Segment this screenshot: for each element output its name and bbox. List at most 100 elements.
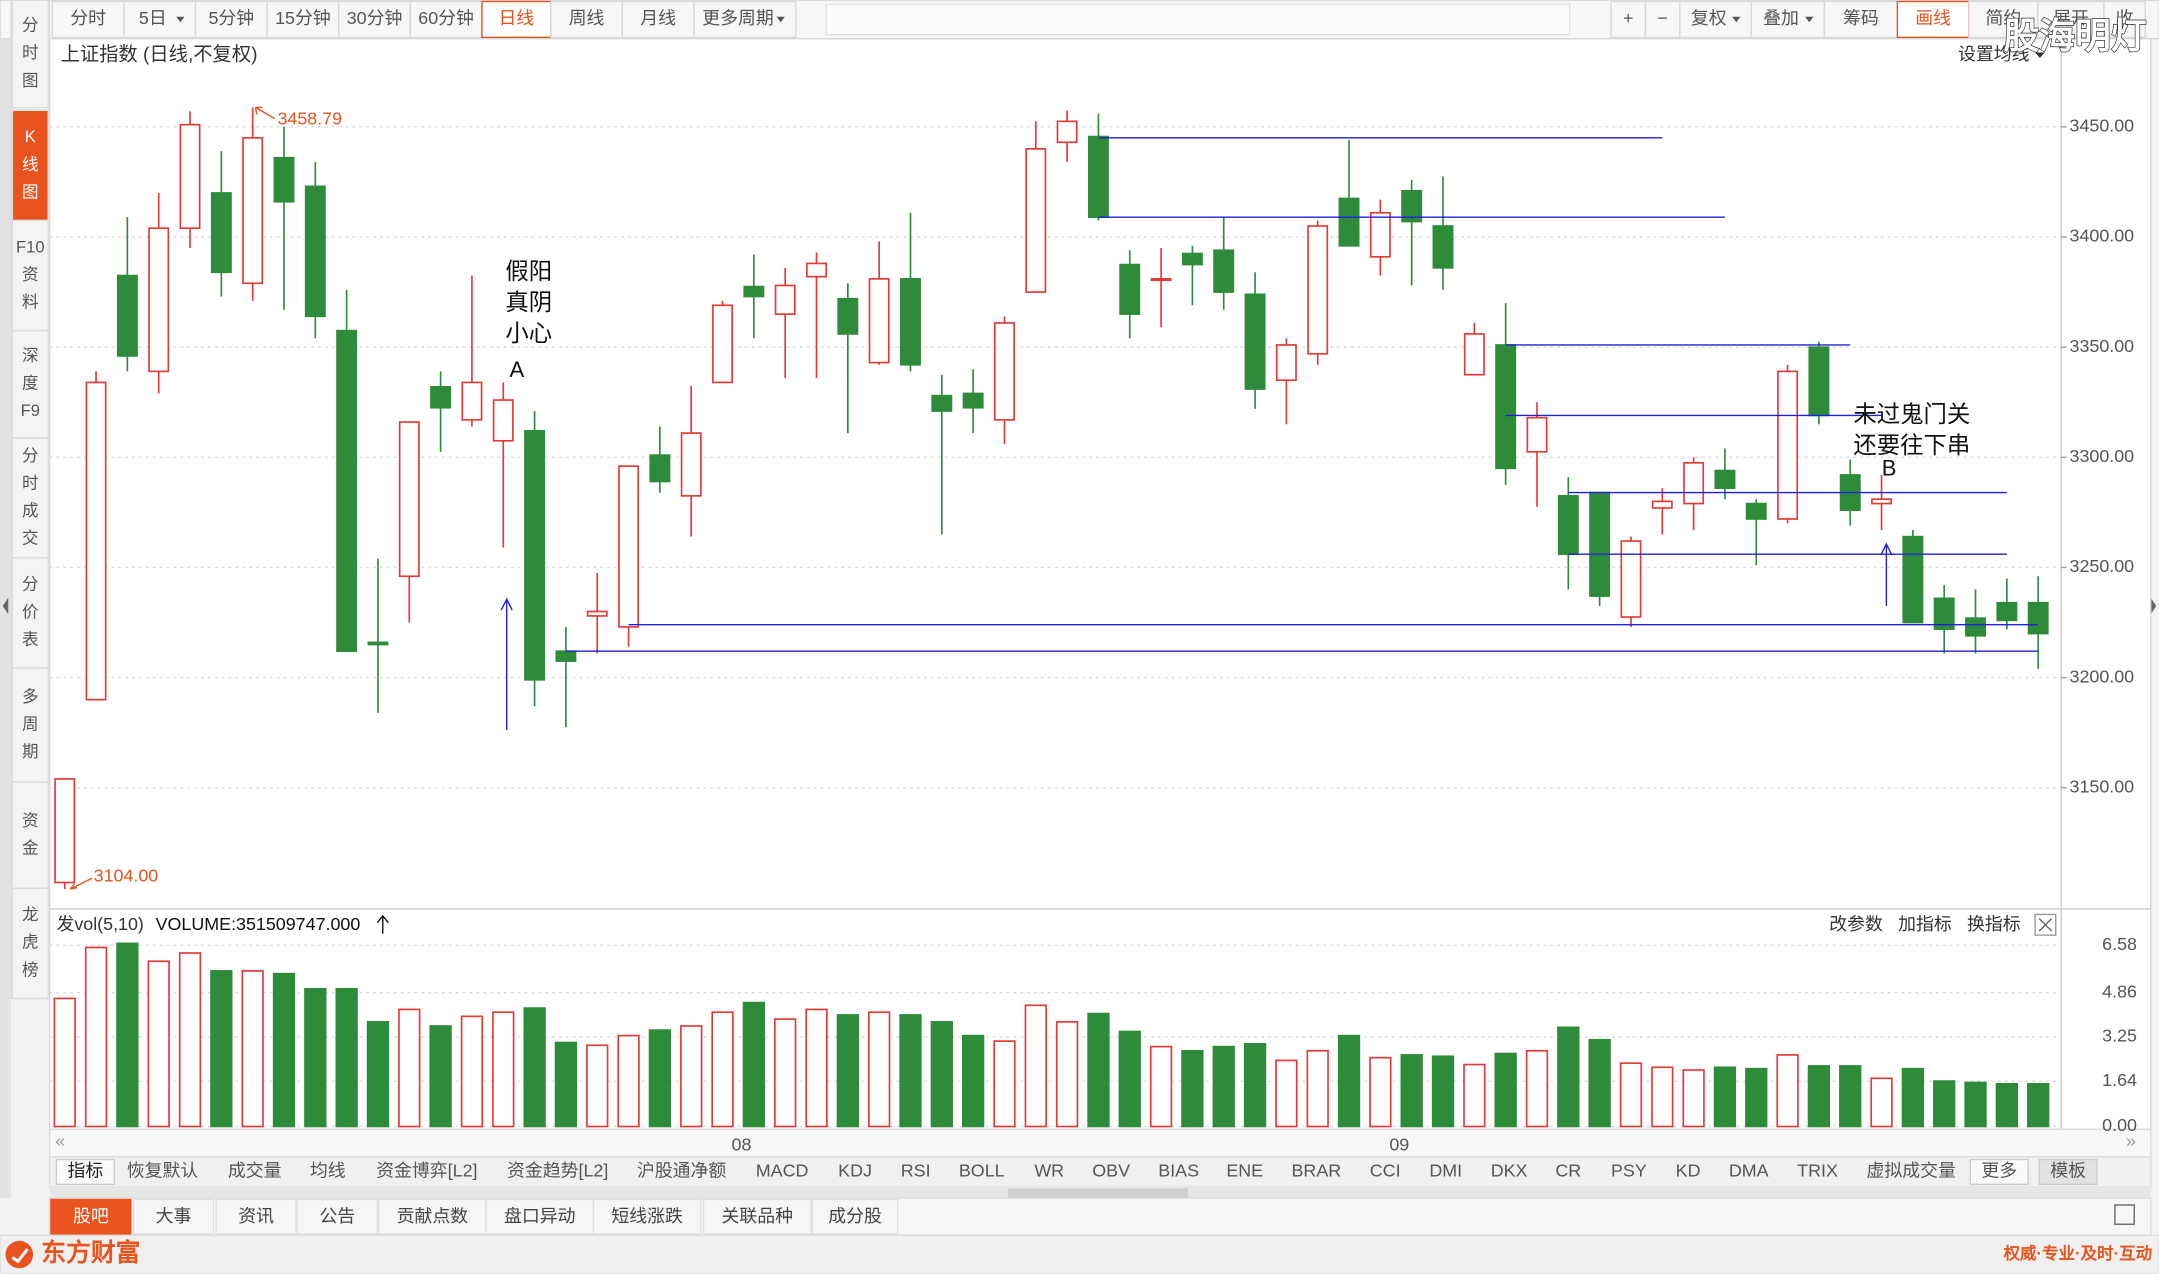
indicator-tab-box[interactable] [55,1158,115,1186]
period-label[interactable]: 15分钟 [275,8,331,28]
period-tab[interactable] [621,0,695,39]
tool-button[interactable] [1896,0,1970,39]
side-tab-label[interactable]: F10 [16,237,44,256]
side-tab-label[interactable]: 图 [22,182,39,201]
indicator-tab[interactable]: 更多 [1981,1161,2017,1181]
side-tab[interactable] [11,781,49,889]
side-tab[interactable] [11,219,49,332]
tool-label[interactable]: 叠加 [1763,8,1799,28]
splitter-handle[interactable] [1007,1188,1189,1199]
indicator-tab[interactable]: DKX [1491,1161,1528,1181]
indicator-tab[interactable]: DMI [1429,1161,1462,1181]
side-tab-label[interactable]: 成 [22,501,39,520]
side-tab[interactable] [11,329,49,439]
tool-label[interactable]: 复权 [1691,8,1727,28]
side-tab[interactable] [11,437,49,559]
period-tab[interactable] [123,0,197,39]
bottom-tab[interactable] [811,1198,899,1235]
indicator-tab[interactable]: 沪股通净额 [637,1161,726,1181]
side-tab-label[interactable]: 虎 [22,933,39,952]
ma-setting[interactable]: 设置均线 [1958,44,2030,64]
indicator-tab[interactable]: 指标 [67,1161,103,1181]
bottom-tab-label[interactable]: 盘口异动 [504,1206,576,1226]
indicator-tab[interactable]: RSI [901,1161,931,1181]
bottom-tab-label[interactable]: 贡献点数 [397,1206,469,1226]
indicator-tab[interactable]: MACD [756,1161,809,1181]
side-tab-label[interactable]: 多 [22,687,39,706]
tool-label[interactable]: 画线 [1915,8,1951,28]
side-tab-label[interactable]: 表 [22,630,39,649]
indicator-tab-box[interactable] [1969,1158,2029,1186]
period-tab[interactable] [550,0,624,39]
side-tab-label[interactable]: 时 [22,43,39,62]
indicator-tab[interactable]: DMA [1729,1161,1769,1181]
bottom-tab-label[interactable]: 公告 [319,1206,355,1226]
side-tab-label[interactable]: 分 [22,446,39,465]
period-tab[interactable] [51,0,125,39]
indicator-tab[interactable]: BRAR [1291,1161,1341,1181]
bottom-tab-label[interactable]: 资讯 [238,1206,274,1226]
tool-button[interactable] [1644,0,1681,39]
indicator-tab[interactable]: 均线 [310,1161,346,1181]
indicator-tab[interactable]: TRIX [1797,1161,1838,1181]
indicator-tab[interactable]: 成交量 [228,1161,282,1181]
side-tab-label[interactable]: 线 [22,155,39,174]
bottom-tab[interactable] [215,1198,297,1235]
tool-button[interactable] [2103,0,2146,39]
side-tab-label[interactable]: 分 [22,575,39,594]
indicator-button[interactable]: 改参数 [1829,914,1883,934]
side-tab-label[interactable]: 资 [22,811,39,830]
collapse-icon[interactable] [2,597,9,615]
period-tab[interactable] [194,0,268,39]
tool-label[interactable]: + [1623,8,1633,28]
side-tab-label[interactable]: 交 [22,529,39,548]
side-tab-label[interactable]: 金 [22,838,39,857]
tool-label[interactable]: 收 [2116,8,2134,28]
side-tab-label[interactable]: 时 [22,474,39,493]
side-tab-label[interactable]: 期 [22,742,39,761]
indicator-tab[interactable]: 资金博弈[L2] [376,1161,477,1181]
indicator-tab-box[interactable] [2038,1158,2098,1186]
indicator-tab[interactable]: 资金趋势[L2] [507,1161,608,1181]
side-tab-label[interactable]: 料 [22,292,39,311]
side-tab-label[interactable]: 榜 [22,960,39,979]
indicator-button[interactable]: 换指标 [1967,914,2021,934]
tool-button[interactable] [1750,0,1826,39]
bottom-tab-label[interactable]: 关联品种 [722,1206,794,1226]
indicator-tab[interactable]: BIAS [1158,1161,1199,1181]
indicator-button[interactable]: 加指标 [1898,914,1952,934]
side-tab-label[interactable]: 周 [22,714,39,733]
indicator-tab[interactable]: OBV [1092,1161,1130,1181]
period-label[interactable]: 周线 [569,8,605,28]
bottom-tab[interactable] [702,1198,812,1235]
side-tab-label[interactable]: 资 [22,265,39,284]
indicator-tab[interactable]: CR [1555,1161,1581,1181]
side-tab-label[interactable]: 深 [22,346,39,365]
side-tab-label[interactable]: 价 [22,602,39,621]
side-tab-label[interactable]: 分 [22,16,39,35]
indicator-tab[interactable]: CCI [1370,1161,1401,1181]
period-label[interactable]: 分时 [70,8,106,28]
bottom-tab[interactable] [132,1198,215,1235]
tool-label[interactable]: 展开 [2053,8,2089,28]
side-tab-label[interactable]: 龙 [22,905,39,924]
bottom-tab-label[interactable]: 短线涨跌 [611,1206,683,1226]
period-tab[interactable] [409,0,483,39]
collapse-icon[interactable] [2150,597,2157,615]
tool-label[interactable]: 筹码 [1843,8,1879,28]
bottom-tab-label[interactable]: 成分股 [828,1206,882,1226]
indicator-tab[interactable]: PSY [1611,1161,1647,1181]
bottom-tab[interactable] [50,1198,132,1235]
period-label[interactable]: 日线 [498,8,534,28]
bottom-tab[interactable] [296,1198,378,1235]
scroll-left[interactable]: « [55,1130,65,1150]
side-tab-label[interactable]: F9 [21,401,40,420]
period-label[interactable]: 5分钟 [208,8,254,28]
side-tab[interactable] [11,557,49,669]
period-label[interactable]: 月线 [640,8,676,28]
indicator-tab[interactable]: BOLL [959,1161,1005,1181]
period-tab[interactable] [338,0,412,39]
side-tab[interactable] [11,0,49,109]
bottom-tab[interactable] [592,1198,702,1235]
indicator-tab[interactable]: WR [1034,1161,1064,1181]
